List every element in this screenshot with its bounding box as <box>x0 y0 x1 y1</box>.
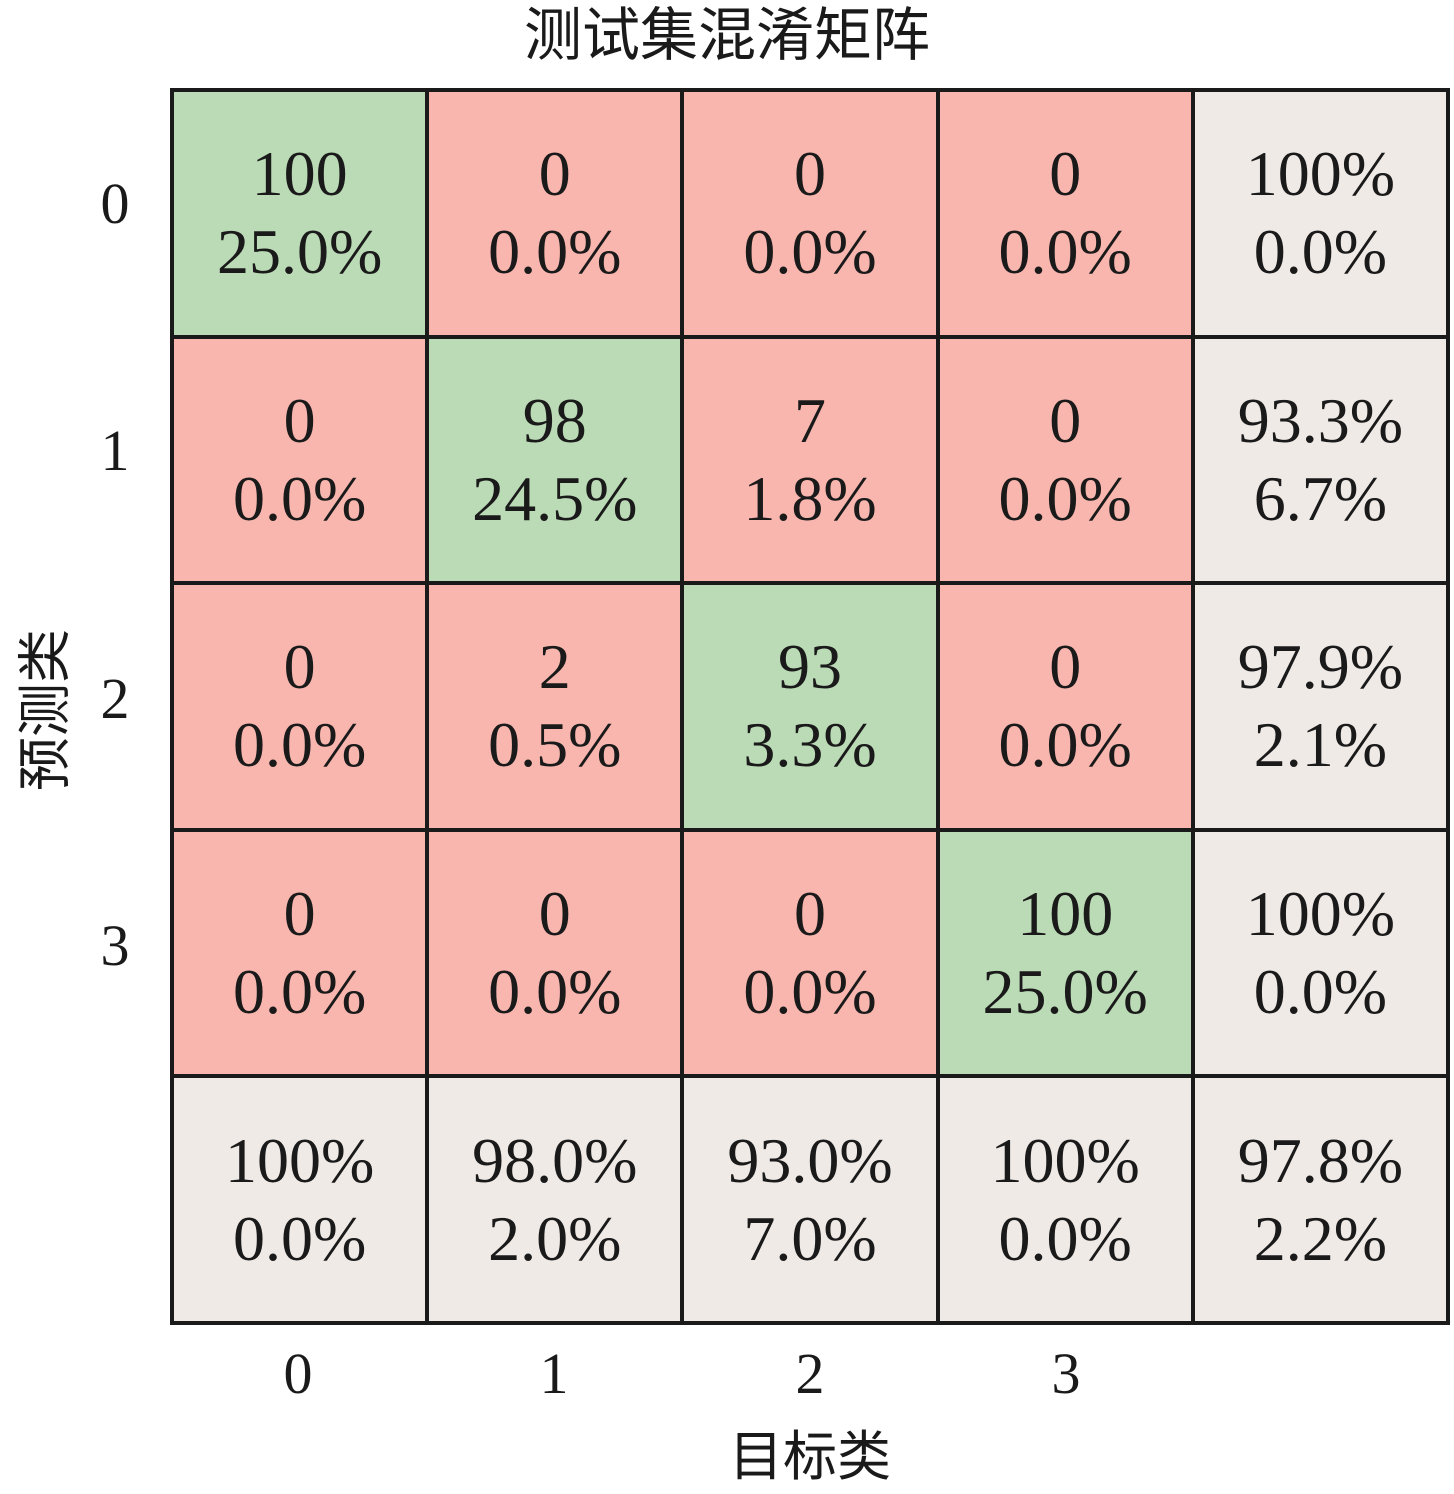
col-summary-cell-2-bottom: 7.0% <box>743 1202 877 1274</box>
matrix-cell-3-3-bottom: 25.0% <box>982 956 1148 1028</box>
matrix-cell-3-0-bottom: 0.0% <box>232 956 367 1028</box>
matrix-cell-1-2-top: 7 <box>793 384 826 456</box>
y-tick-label: 1 <box>100 418 130 484</box>
matrix-cell-3-2-bottom: 0.0% <box>743 956 877 1028</box>
matrix-cell-1-0-top: 0 <box>283 384 316 456</box>
matrix-cell-0-1-bottom: 0.0% <box>488 216 622 288</box>
matrix-cell-0-0-bottom: 25.0% <box>216 216 383 288</box>
x-tick-label: 2 <box>795 1341 825 1406</box>
matrix-cell-1-0-bottom: 0.0% <box>232 462 367 534</box>
overall-accuracy-cell-top: 97.8% <box>1237 1124 1404 1196</box>
row-summary-cell-3: 100% 0.0% <box>1194 831 1446 1075</box>
matrix-cell-0-3: 0 0.0% <box>939 92 1191 335</box>
matrix-cell-0-3-bottom: 0.0% <box>998 216 1132 288</box>
matrix-cell-2-0: 0 0.0% <box>174 585 426 828</box>
row-summary-cell-0-bottom: 0.0% <box>1253 216 1388 288</box>
matrix-cell-0-0: 100 25.0% <box>174 92 426 335</box>
y-axis-label-text: 预测类 <box>13 629 77 791</box>
matrix-cell-0-1: 0 0.0% <box>429 92 681 335</box>
col-summary-cell-1: 98.0% 2.0% <box>429 1078 681 1321</box>
row-summary-cell-2-bottom: 2.1% <box>1253 709 1388 781</box>
matrix-cell-3-1-bottom: 0.0% <box>488 956 622 1028</box>
matrix-cell-0-3-top: 0 <box>1049 138 1082 210</box>
row-summary-cell-3-top: 100% <box>1245 878 1396 950</box>
row-summary-cell-1: 93.3% 6.7% <box>1194 338 1446 582</box>
col-summary-cell-2: 93.0% 7.0% <box>684 1078 936 1321</box>
matrix-cell-2-0-bottom: 0.0% <box>232 709 367 781</box>
matrix-cell-3-1-top: 0 <box>538 878 571 950</box>
matrix-cell-0-2: 0 0.0% <box>684 92 936 335</box>
matrix-cell-1-2-bottom: 1.8% <box>743 462 877 534</box>
overall-accuracy-cell-bottom: 2.2% <box>1253 1202 1388 1274</box>
row-summary-cell-3-bottom: 0.0% <box>1253 956 1388 1028</box>
matrix-cell-3-2: 0 0.0% <box>684 831 936 1075</box>
matrix-cell-3-0-top: 0 <box>283 878 316 950</box>
y-tick-label: 3 <box>100 912 130 978</box>
matrix-cell-1-3: 0 0.0% <box>939 338 1191 582</box>
matrix-cell-3-0: 0 0.0% <box>174 831 426 1075</box>
matrix-cell-2-2: 93 3.3% <box>684 585 936 828</box>
y-tick-label: 0 <box>100 170 130 236</box>
confusion-matrix-grid: 100 25.0% 0 0.0% 0 0.0% 0 0.0% 100% 0.0% 0 0.0% 98 24… <box>170 88 1450 1325</box>
matrix-cell-2-3-bottom: 0.0% <box>998 709 1132 781</box>
col-summary-cell-3-bottom: 0.0% <box>998 1202 1132 1274</box>
matrix-cell-1-3-bottom: 0.0% <box>998 462 1132 534</box>
row-summary-cell-1-top: 93.3% <box>1237 384 1404 456</box>
matrix-cell-1-0: 0 0.0% <box>174 338 426 582</box>
matrix-cell-3-1: 0 0.0% <box>429 831 681 1075</box>
matrix-cell-1-3-top: 0 <box>1049 384 1082 456</box>
matrix-cell-0-0-top: 100 <box>251 138 348 210</box>
matrix-cell-1-1-bottom: 24.5% <box>472 462 638 534</box>
matrix-cell-3-3: 100 25.0% <box>939 831 1191 1075</box>
matrix-cell-2-3-top: 0 <box>1049 631 1082 703</box>
matrix-cell-3-2-top: 0 <box>793 878 826 950</box>
x-axis-label: 目标类 <box>729 1425 891 1488</box>
row-summary-cell-2-top: 97.9% <box>1237 631 1404 703</box>
overall-accuracy-cell: 97.8% 2.2% <box>1194 1078 1446 1321</box>
matrix-cell-2-1-bottom: 0.5% <box>488 709 622 781</box>
matrix-cell-2-2-bottom: 3.3% <box>743 709 877 781</box>
col-summary-cell-0-top: 100% <box>224 1124 375 1196</box>
matrix-cell-2-1-top: 2 <box>538 631 571 703</box>
y-tick-label: 2 <box>100 665 130 731</box>
x-tick-label: 1 <box>539 1341 569 1406</box>
matrix-cell-2-1: 2 0.5% <box>429 585 681 828</box>
row-summary-cell-2: 97.9% 2.1% <box>1194 585 1446 828</box>
matrix-cell-2-0-top: 0 <box>283 631 316 703</box>
col-summary-cell-1-bottom: 2.0% <box>488 1202 622 1274</box>
col-summary-cell-0-bottom: 0.0% <box>232 1202 367 1274</box>
matrix-cell-2-3: 0 0.0% <box>939 585 1191 828</box>
matrix-cell-0-2-top: 0 <box>793 138 826 210</box>
matrix-cell-2-2-top: 93 <box>777 631 842 703</box>
matrix-cell-1-1-top: 98 <box>522 384 587 456</box>
matrix-cell-3-3-top: 100 <box>1017 878 1114 950</box>
y-axis-label: 预测类 <box>0 600 80 820</box>
matrix-cell-0-2-bottom: 0.0% <box>743 216 877 288</box>
col-summary-cell-1-top: 98.0% <box>472 1124 638 1196</box>
x-tick-label: 0 <box>283 1341 313 1406</box>
row-summary-cell-1-bottom: 6.7% <box>1253 462 1388 534</box>
x-tick-label: 3 <box>1051 1341 1081 1406</box>
col-summary-cell-2-top: 93.0% <box>727 1124 893 1196</box>
chart-title: 测试集混淆矩阵 <box>523 1 930 69</box>
col-summary-cell-0: 100% 0.0% <box>174 1078 426 1321</box>
col-summary-cell-3-top: 100% <box>990 1124 1140 1196</box>
row-summary-cell-0-top: 100% <box>1245 138 1396 210</box>
col-summary-cell-3: 100% 0.0% <box>939 1078 1191 1321</box>
row-summary-cell-0: 100% 0.0% <box>1194 92 1446 335</box>
matrix-cell-1-2: 7 1.8% <box>684 338 936 582</box>
matrix-cell-1-1: 98 24.5% <box>429 338 681 582</box>
matrix-cell-0-1-top: 0 <box>538 138 571 210</box>
